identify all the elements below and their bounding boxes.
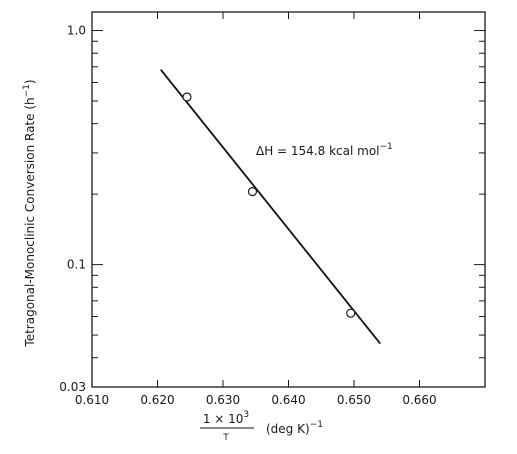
delta-h-annotation: ΔH = 154.8 kcal mol−1 xyxy=(256,142,393,158)
data-point xyxy=(182,92,192,102)
y-tick-label: 0.1 xyxy=(67,258,86,272)
data-point xyxy=(247,187,258,197)
ticks: 0.610 0.620 0.630 0.640 0.650 0.660 0.03 0.1 1.0 xyxy=(59,12,485,407)
x-axis-label-denominator: T xyxy=(222,433,229,443)
y-axis-label: Tetragonal-Monoclinic Conversion Rate (h… xyxy=(22,79,37,347)
marks xyxy=(160,69,381,345)
data-point xyxy=(346,308,356,318)
y-tick-label: 1.0 xyxy=(67,24,86,38)
x-tick-label: 0.620 xyxy=(140,393,174,407)
x-tick-label: 0.610 xyxy=(75,393,109,407)
y-tick-label: 0.03 xyxy=(59,380,86,394)
x-tick-label: 0.640 xyxy=(271,393,305,407)
fit-line xyxy=(160,69,381,345)
x-tick-label: 0.650 xyxy=(337,393,371,407)
x-axis-label: 1 × 103 T (deg K)−1 xyxy=(200,410,323,443)
x-axis-label-unit: (deg K)−1 xyxy=(266,420,323,436)
x-tick-label: 0.660 xyxy=(402,393,436,407)
x-tick-label: 0.630 xyxy=(206,393,240,407)
x-axis-label-numerator: 1 × 103 xyxy=(203,410,249,426)
plot-frame xyxy=(91,11,486,388)
axes xyxy=(91,11,486,388)
